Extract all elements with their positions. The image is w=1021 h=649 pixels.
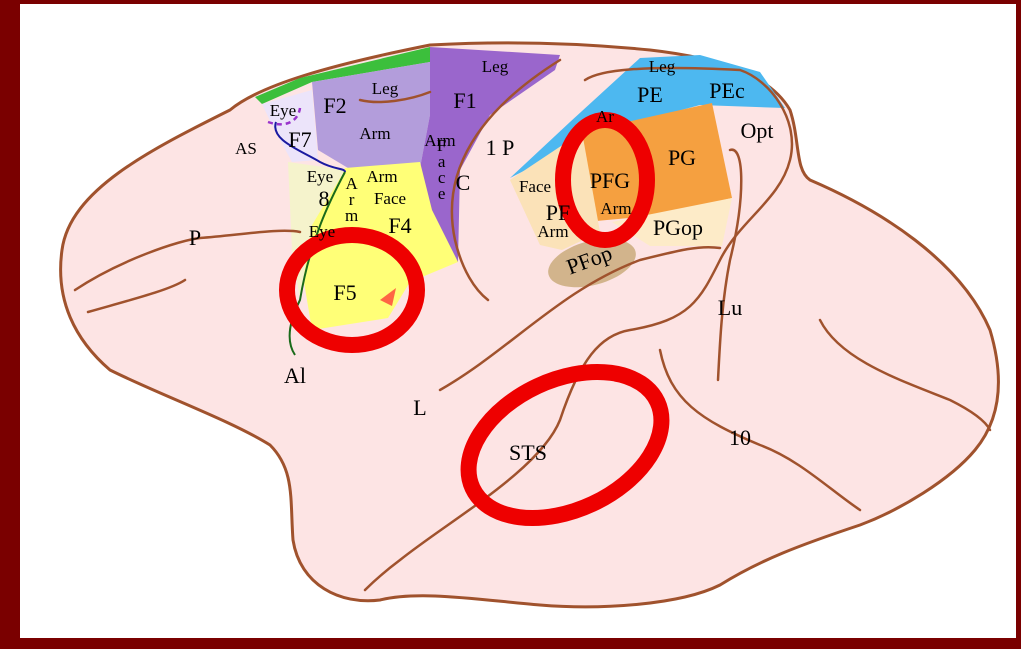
label: F2 (323, 93, 346, 118)
label: L (413, 395, 426, 420)
label: P (189, 225, 201, 250)
diagram: Leg Leg F2 F1 Eye F7 AS Arm Arm 1 P C Ey… (0, 0, 1021, 649)
label: Eye (270, 101, 296, 120)
label: 8 (319, 186, 330, 211)
label: F4 (388, 213, 411, 238)
label: Leg (482, 57, 509, 76)
label: PE (637, 82, 663, 107)
label: Arm (359, 124, 390, 143)
label: Lu (718, 295, 742, 320)
label: Leg (649, 57, 676, 76)
label: 10 (729, 425, 751, 450)
label: PEc (709, 78, 745, 103)
label: Al (284, 363, 306, 388)
label: Eye (307, 167, 333, 186)
label: C (456, 170, 471, 195)
label: 1 P (486, 135, 515, 160)
label: PFG (590, 168, 630, 193)
label: Arm (600, 199, 631, 218)
label: PG (668, 145, 696, 170)
label: Opt (741, 118, 774, 143)
label: Arm (366, 167, 397, 186)
label: F7 (288, 127, 311, 152)
label: Eye (309, 222, 335, 241)
label: Arm (537, 222, 568, 241)
label: PGop (653, 215, 703, 240)
label: F1 (453, 88, 476, 113)
label: STS (509, 440, 547, 465)
label: Arm (342, 174, 361, 222)
label: Face (432, 136, 451, 200)
label: Leg (372, 79, 399, 98)
label: Face (374, 189, 406, 208)
label: Face (519, 177, 551, 196)
label: F5 (333, 280, 356, 305)
label: AS (235, 139, 257, 158)
label: Ar (596, 107, 614, 126)
